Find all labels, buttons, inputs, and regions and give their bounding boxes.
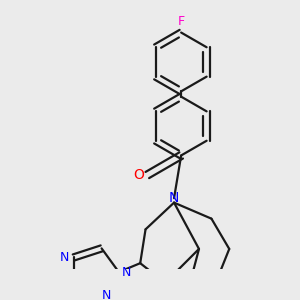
Text: N: N — [169, 191, 179, 205]
Text: O: O — [133, 168, 144, 182]
Text: N: N — [101, 289, 111, 300]
Text: N: N — [60, 251, 70, 264]
Text: F: F — [178, 15, 185, 28]
Text: N: N — [121, 266, 130, 279]
